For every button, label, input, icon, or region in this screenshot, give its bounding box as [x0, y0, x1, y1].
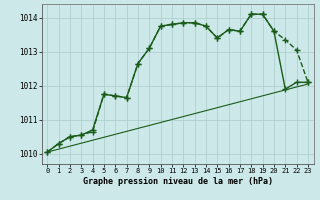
X-axis label: Graphe pression niveau de la mer (hPa): Graphe pression niveau de la mer (hPa)	[83, 177, 273, 186]
